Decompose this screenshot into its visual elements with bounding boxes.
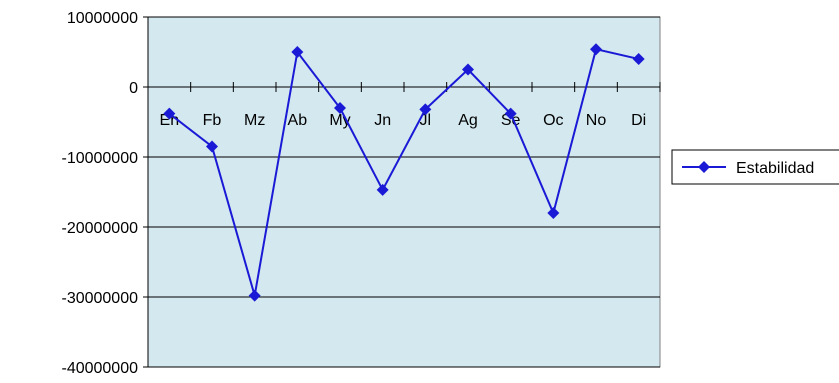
plot-area: [147, 16, 661, 368]
data-point-marker: [376, 183, 389, 196]
x-tick-label: Mz: [244, 112, 265, 129]
gridlines: [143, 16, 660, 368]
y-tick-label: 0: [129, 80, 138, 97]
y-tick-label: -10000000: [61, 150, 138, 167]
axes: [147, 17, 661, 367]
x-tick-label: Oc: [543, 112, 563, 129]
legend-label: Estabilidad: [736, 160, 814, 177]
x-tick-label: No: [586, 112, 607, 129]
data-point-marker: [590, 43, 602, 56]
x-tick-label: Ab: [288, 112, 308, 129]
series-group: [163, 43, 645, 302]
y-tick-label: -30000000: [61, 290, 138, 307]
x-tick-label: Ag: [458, 112, 478, 129]
legend: Estabilidad: [671, 149, 839, 185]
data-point-marker: [462, 63, 474, 76]
data-point-marker: [163, 107, 176, 120]
data-point-marker: [248, 289, 261, 302]
y-axis-labels: 10000000 0 -10000000 -20000000 -30000000 -400…: [61, 10, 138, 377]
data-point-marker: [206, 140, 218, 153]
y-tick-label: -20000000: [61, 220, 138, 237]
data-point-marker: [419, 103, 432, 116]
data-point-marker: [632, 53, 645, 65]
legend-diamond-marker: [698, 161, 710, 173]
data-point-marker: [334, 102, 346, 114]
x-tick-label: Di: [631, 112, 646, 129]
x-tick-label: Fb: [203, 112, 222, 129]
y-tick-label: -40000000: [61, 360, 138, 377]
x-tick-label: Jl: [420, 112, 432, 129]
series-line: [168, 48, 639, 296]
data-point-marker: [547, 207, 560, 219]
x-tick-label: Jn: [374, 112, 391, 129]
y-tick-label: 10000000: [67, 10, 138, 27]
data-point-marker: [504, 107, 517, 120]
data-point-marker: [291, 46, 304, 58]
